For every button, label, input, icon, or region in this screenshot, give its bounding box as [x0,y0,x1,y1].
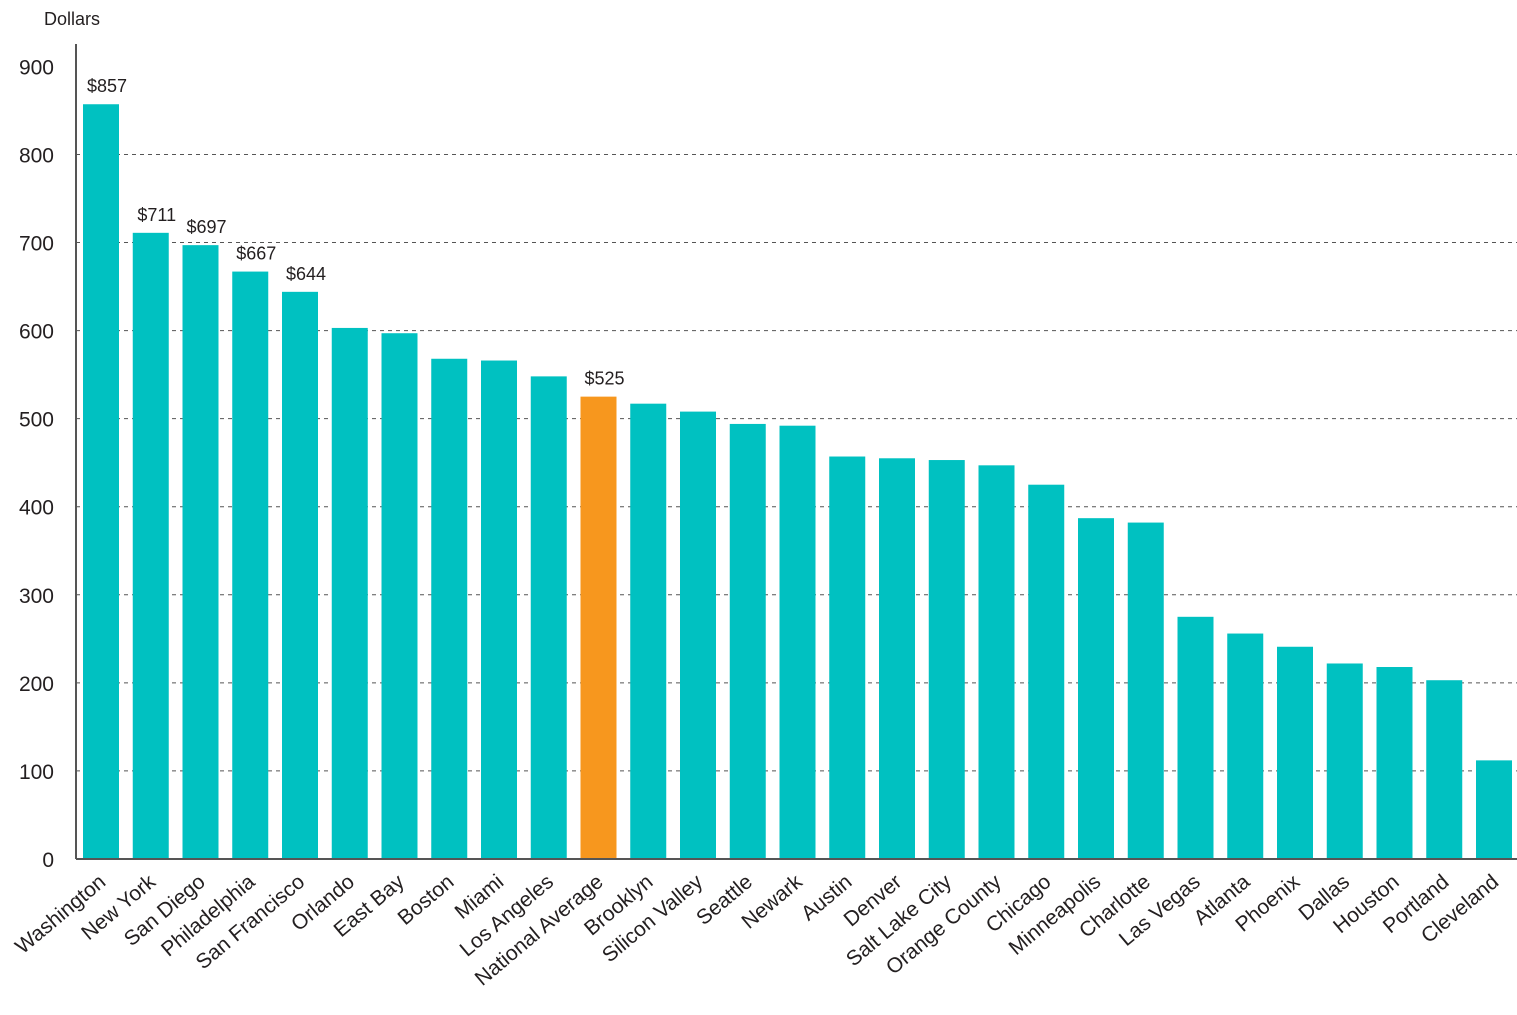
data-label: $644 [286,264,326,284]
y-tick-label: 800 [19,144,54,167]
bar [331,327,368,860]
x-tick-label: Boston [394,870,459,930]
bar [779,425,816,859]
bar [282,291,318,859]
data-label: $857 [87,76,127,96]
bar [729,423,766,859]
y-tick-label: 500 [19,409,54,432]
data-label: $697 [186,217,226,237]
bar [680,411,716,859]
y-tick-label: 700 [19,233,54,256]
bar [1028,484,1065,859]
bar [580,396,617,859]
bar [1227,633,1264,859]
y-tick-labels: 0 100 200 300 400 500 600 700 800 900 [19,56,54,872]
data-label: $667 [236,244,276,264]
data-label: $711 [137,205,176,225]
bar [928,460,965,859]
bar [1078,518,1114,859]
bar [530,376,567,859]
y-tick-label: 600 [19,321,54,344]
bar [1476,760,1512,859]
bar [1127,522,1164,859]
bar [481,360,517,859]
y-tick-label: 100 [19,761,54,784]
y-tick-label: 900 [19,56,54,79]
bar [83,104,119,859]
data-label: $525 [584,369,624,389]
y-tick-label: 0 [42,849,54,872]
bar [1426,680,1463,859]
bar [630,403,667,859]
y-tick-label: 400 [19,497,54,520]
bar [1326,663,1363,859]
y-tick-label: 300 [19,585,54,608]
bar [1177,616,1214,859]
bar [879,458,915,859]
data-labels: $857 $711 $697 $667 $644 $525 [87,76,625,388]
bar [829,456,866,859]
bar [132,232,169,860]
bar [1277,646,1313,859]
bar [381,333,418,859]
y-tick-label: 200 [19,673,54,696]
bar [1376,667,1413,859]
bars [83,104,1512,860]
bar [232,271,269,859]
bar [978,465,1015,859]
y-axis-title: Dollars [44,9,100,29]
bar [431,358,468,859]
bar [182,245,219,859]
